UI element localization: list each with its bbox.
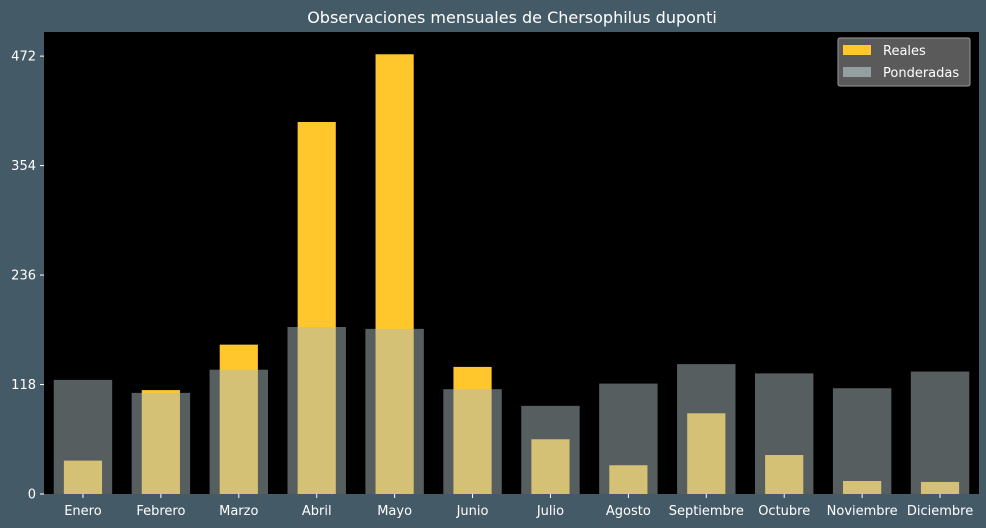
y-tick-label-118: 118 [11,378,36,393]
y-tick-label-472: 472 [11,50,36,65]
bar-ponderadas-junio [443,389,502,494]
bar-ponderadas-agosto [599,383,658,494]
legend-swatch-ponderadas [843,67,871,77]
x-tick-label-septiembre: Septiembre [669,504,744,519]
x-tick-label-marzo: Marzo [219,504,258,519]
chart-title: Observaciones mensuales de Chersophilus … [307,8,717,27]
y-tick-label-354: 354 [11,159,36,174]
bars-layer [53,54,970,495]
bar-ponderadas-noviembre [832,388,892,494]
x-tick-label-abril: Abril [302,504,332,519]
x-tick-label-junio: Junio [456,504,489,519]
x-tick-label-febrero: Febrero [136,504,185,519]
x-tick-label-noviembre: Noviembre [827,504,898,519]
x-tick-label-octubre: Octubre [758,504,810,519]
x-tick-label-julio: Julio [536,504,564,519]
x-tick-label-diciembre: Diciembre [907,504,973,519]
legend: Reales Ponderadas [837,37,971,87]
x-axis: Enero Febrero Marzo Abril Mayo Junio Julio Agos… [64,494,973,519]
y-tick-label-0: 0 [28,488,36,503]
y-axis: 0 118 236 354 472 [11,50,44,503]
legend-label-reales: Reales [883,44,926,59]
x-tick-label-mayo: Mayo [377,504,412,519]
legend-swatch-reales [843,45,871,55]
bar-ponderadas-octubre [754,373,814,494]
bar-ponderadas-mayo [365,328,424,494]
bar-ponderadas-enero [53,379,113,494]
x-tick-label-agosto: Agosto [606,504,651,519]
bar-ponderadas-marzo [209,369,269,494]
x-tick-label-enero: Enero [64,504,102,519]
bar-ponderadas-febrero [131,392,191,494]
bar-ponderadas-abril [287,327,346,494]
bar-ponderadas-diciembre [910,371,970,494]
plot-area [44,32,979,494]
bar-ponderadas-septiembre [677,364,736,494]
legend-label-ponderadas: Ponderadas [883,66,959,81]
y-tick-label-236: 236 [11,269,36,284]
bar-ponderadas-julio [521,405,580,494]
